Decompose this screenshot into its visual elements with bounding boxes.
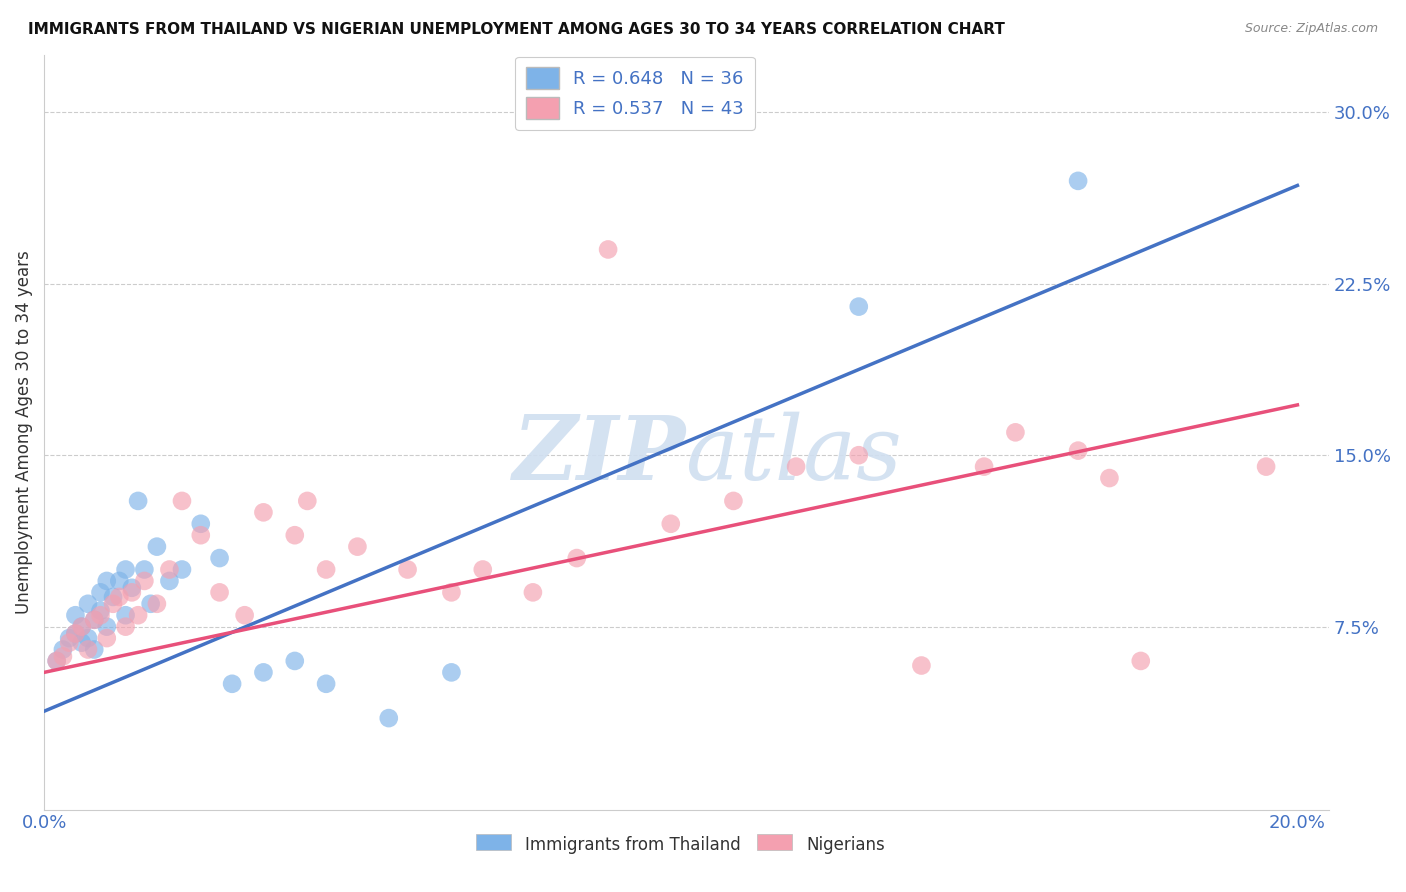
Point xyxy=(70,620,93,634)
Point xyxy=(89,604,111,618)
Point xyxy=(440,585,463,599)
Point xyxy=(346,540,368,554)
Point xyxy=(58,635,80,649)
Point xyxy=(89,608,111,623)
Point xyxy=(252,505,274,519)
Point xyxy=(910,658,932,673)
Point xyxy=(101,590,124,604)
Point xyxy=(96,631,118,645)
Point xyxy=(233,608,256,623)
Text: Nigerians: Nigerians xyxy=(806,836,884,854)
Point xyxy=(170,494,193,508)
Point xyxy=(378,711,401,725)
Point xyxy=(127,494,149,508)
Point xyxy=(70,635,93,649)
Point xyxy=(83,613,105,627)
Point xyxy=(134,562,156,576)
Point xyxy=(65,626,87,640)
Text: atlas: atlas xyxy=(686,411,903,499)
Point xyxy=(127,608,149,623)
Point xyxy=(659,516,682,531)
Point xyxy=(146,540,169,554)
Point xyxy=(146,597,169,611)
Text: IMMIGRANTS FROM THAILAND VS NIGERIAN UNEMPLOYMENT AMONG AGES 30 TO 34 YEARS CORR: IMMIGRANTS FROM THAILAND VS NIGERIAN UNE… xyxy=(28,22,1005,37)
Point xyxy=(973,459,995,474)
Point xyxy=(221,677,243,691)
Point xyxy=(522,585,544,599)
Point xyxy=(77,597,100,611)
Point xyxy=(785,459,807,474)
Point xyxy=(52,642,75,657)
Point xyxy=(65,608,87,623)
Point xyxy=(96,620,118,634)
Point xyxy=(252,665,274,680)
Point xyxy=(440,665,463,680)
Point xyxy=(58,631,80,645)
Point xyxy=(96,574,118,588)
Point xyxy=(723,494,745,508)
Point xyxy=(83,642,105,657)
Point xyxy=(159,562,181,576)
Point xyxy=(1067,443,1090,458)
Point xyxy=(315,677,337,691)
Point xyxy=(77,631,100,645)
Point xyxy=(190,528,212,542)
Point xyxy=(396,562,419,576)
Point xyxy=(297,494,319,508)
Point xyxy=(170,562,193,576)
Point xyxy=(45,654,67,668)
Point xyxy=(284,654,307,668)
Point xyxy=(101,597,124,611)
Point xyxy=(139,597,162,611)
Point xyxy=(598,243,620,257)
Text: Immigrants from Thailand: Immigrants from Thailand xyxy=(524,836,741,854)
Point xyxy=(134,574,156,588)
Point xyxy=(121,581,143,595)
Point xyxy=(208,551,231,566)
Point xyxy=(159,574,181,588)
Legend: R = 0.648   N = 36, R = 0.537   N = 43: R = 0.648 N = 36, R = 0.537 N = 43 xyxy=(516,56,755,129)
Point xyxy=(848,448,870,462)
Text: Source: ZipAtlas.com: Source: ZipAtlas.com xyxy=(1244,22,1378,36)
Point xyxy=(848,300,870,314)
Point xyxy=(52,649,75,664)
Point xyxy=(1067,174,1090,188)
Point xyxy=(1098,471,1121,485)
Point xyxy=(471,562,494,576)
Y-axis label: Unemployment Among Ages 30 to 34 years: Unemployment Among Ages 30 to 34 years xyxy=(15,251,32,615)
Point xyxy=(83,613,105,627)
Point xyxy=(77,642,100,657)
Point xyxy=(114,608,136,623)
Point xyxy=(190,516,212,531)
Point xyxy=(284,528,307,542)
Point xyxy=(114,620,136,634)
Point xyxy=(1004,425,1026,440)
Point xyxy=(1129,654,1152,668)
Point xyxy=(45,654,67,668)
Point xyxy=(108,574,131,588)
Point xyxy=(65,626,87,640)
Point xyxy=(565,551,588,566)
Point xyxy=(315,562,337,576)
Point xyxy=(89,585,111,599)
Point xyxy=(70,620,93,634)
Point xyxy=(114,562,136,576)
Text: ZIP: ZIP xyxy=(513,412,686,499)
Point xyxy=(1254,459,1277,474)
Point xyxy=(121,585,143,599)
Point xyxy=(208,585,231,599)
Point xyxy=(108,590,131,604)
